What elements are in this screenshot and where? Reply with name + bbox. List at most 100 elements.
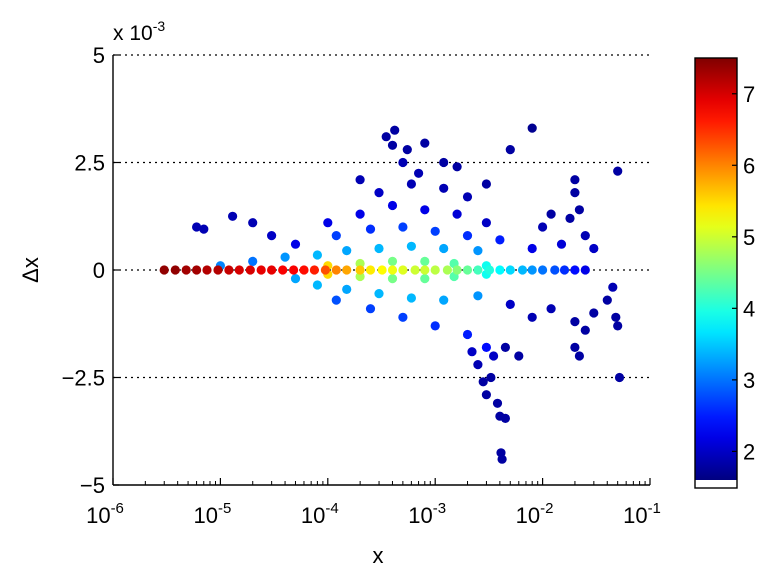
data-point [589, 243, 599, 254]
y-multiplier-base: x 10 [113, 22, 153, 45]
data-point [527, 123, 537, 133]
data-point [280, 252, 290, 262]
axes: 5 2.5 0 −2.5 −510-6 10-5 10-4 10-3 10-2 10-1 [62, 43, 661, 528]
colorbar-gradient [695, 58, 737, 480]
data-point [452, 162, 462, 172]
data-point [473, 246, 483, 256]
data-point [574, 351, 585, 361]
data-point [462, 265, 473, 275]
data-point [527, 265, 537, 275]
data-point [290, 239, 301, 249]
data-point [481, 179, 491, 189]
data-point [550, 265, 560, 275]
data-point [430, 321, 440, 331]
colorbar-frame [694, 57, 738, 489]
x-axis-label: x [373, 543, 384, 568]
data-point [267, 265, 277, 275]
data-point [439, 295, 449, 305]
data-point [365, 265, 376, 275]
data-point [570, 265, 580, 275]
data-point [570, 342, 580, 352]
data-point [355, 175, 365, 185]
data-point [192, 265, 202, 275]
data-point [256, 265, 266, 275]
data-point [613, 321, 623, 331]
data-point [462, 192, 473, 202]
colorbar-tick-label: 7 [743, 82, 755, 107]
data-point [342, 246, 352, 256]
data-point [495, 265, 505, 275]
data-point [234, 265, 244, 275]
data-point [497, 454, 507, 464]
data-point [546, 209, 556, 219]
data-point [245, 265, 255, 275]
data-point [278, 265, 288, 275]
data-point [580, 325, 590, 335]
x-tick-label: 10-4 [301, 500, 339, 528]
data-point [202, 265, 212, 275]
data-point [406, 179, 416, 189]
data-point [398, 157, 408, 168]
x-tick-label: 10-2 [516, 500, 554, 528]
data-point [462, 329, 473, 340]
data-point [402, 145, 412, 155]
data-point [473, 360, 483, 370]
y-multiplier-label: x 10-3 [113, 18, 165, 45]
data-point [614, 372, 625, 383]
data-point [374, 188, 384, 198]
data-point [299, 265, 309, 275]
data-point [505, 299, 515, 309]
data-point [170, 265, 180, 275]
data-point [517, 265, 528, 275]
colorbar-base [695, 480, 737, 488]
data-point [159, 265, 169, 275]
data-point [323, 218, 333, 228]
data-point [580, 231, 590, 241]
data-point [309, 265, 319, 275]
data-point [365, 304, 376, 314]
data-point [527, 312, 537, 322]
data-point [570, 188, 580, 198]
data-point [439, 157, 449, 168]
data-point [608, 282, 618, 292]
data-point [248, 218, 258, 228]
data-point [414, 168, 424, 178]
data-point [290, 274, 301, 284]
data-point [342, 284, 352, 294]
data-point [574, 205, 585, 215]
data-point [430, 226, 440, 236]
data-point [312, 280, 322, 290]
data-point [500, 413, 510, 423]
data-point [439, 183, 449, 193]
x-tick-label: 10-5 [193, 500, 231, 528]
data-point [387, 140, 398, 150]
data-point [199, 224, 209, 234]
data-point [398, 312, 408, 322]
data-point [331, 231, 341, 241]
data-point [387, 274, 398, 284]
data-point [420, 138, 430, 148]
data-point [374, 289, 384, 299]
data-point [420, 205, 430, 215]
colorbar: 2 3 4 5 6 7 [694, 57, 755, 489]
data-point [430, 265, 440, 275]
data-point [312, 250, 322, 260]
data-point [505, 145, 515, 155]
data-point [289, 265, 299, 275]
data-point [181, 265, 191, 275]
data-point [387, 256, 398, 266]
data-point [580, 265, 590, 275]
data-point [355, 265, 365, 275]
data-point [406, 293, 416, 303]
data-point [248, 256, 258, 266]
y-multiplier-exponent: -3 [153, 18, 166, 34]
data-point [398, 222, 408, 232]
data-point [442, 265, 452, 275]
data-point [420, 256, 430, 266]
y-axis-label: Δx [18, 257, 43, 283]
data-point [546, 304, 556, 314]
data-point [481, 218, 491, 228]
data-point [611, 312, 621, 322]
y-tick-label: 0 [93, 258, 105, 283]
colorbar-tick-label: 4 [743, 296, 755, 321]
